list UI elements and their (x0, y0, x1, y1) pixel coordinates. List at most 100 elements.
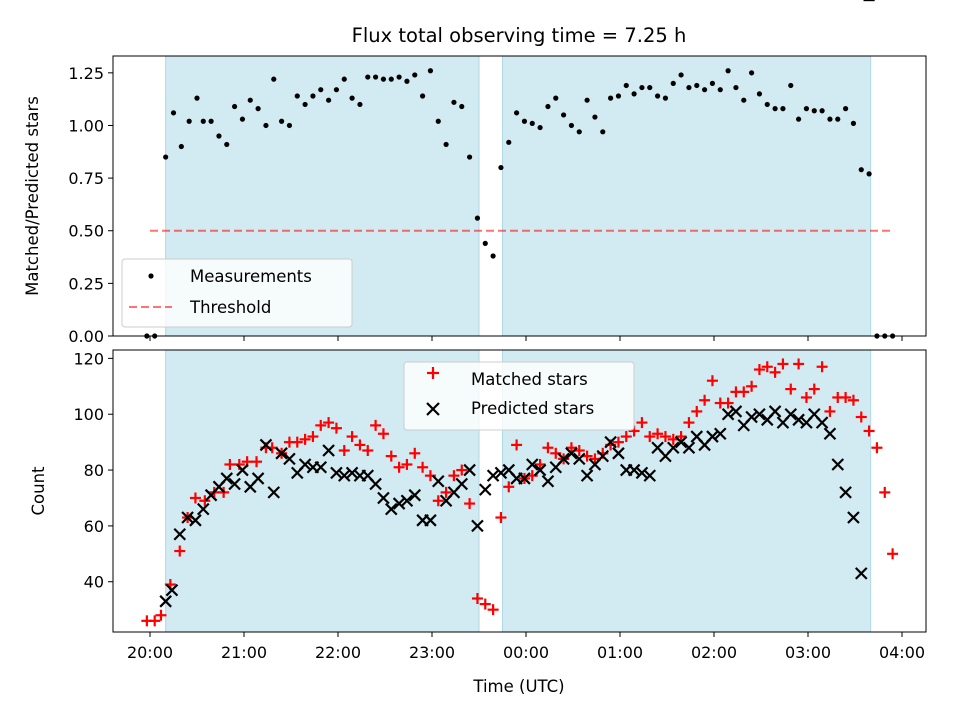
count-legend: Matched stars Predicted stars (403, 361, 635, 431)
predicted-point (471, 519, 484, 533)
matched-point (487, 604, 499, 616)
predicted-point (408, 488, 422, 502)
measurement-point (294, 93, 300, 99)
matched-point (738, 386, 750, 398)
measurement-point (796, 116, 802, 122)
measurement-point (561, 112, 567, 118)
matched-point (753, 364, 765, 376)
predicted-point (627, 463, 641, 477)
measurement-point (388, 76, 394, 82)
x-tick-label: 01:00 (597, 643, 643, 662)
measurement-point (764, 101, 770, 108)
predicted-point (369, 477, 382, 491)
matched-point (149, 615, 161, 627)
measurement-point (404, 78, 410, 84)
matched-point (385, 450, 397, 462)
measurement-point (584, 97, 590, 103)
matched-point (370, 419, 382, 431)
predicted-point (337, 469, 351, 482)
measurement-point (702, 87, 708, 93)
predicted-point (165, 583, 179, 597)
matched-point (189, 492, 201, 504)
legend-threshold-label: Threshold (189, 298, 271, 317)
count-x-ticks: 20:00 21:00 22:00 23:00 00:00 01:00 02:00 03:00… (127, 632, 925, 662)
measurement-point (843, 106, 849, 112)
y-tick-label: 1.00 (68, 116, 104, 135)
measurement-point (788, 82, 794, 89)
measurement-point (835, 116, 841, 122)
predicted-point (518, 472, 531, 485)
predicted-point (784, 407, 798, 421)
x-tick-label: 03:00 (785, 643, 831, 662)
matched-point (612, 436, 624, 448)
predicted-point (815, 416, 829, 429)
measurement-point (639, 84, 645, 91)
predicted-point (753, 407, 766, 421)
matched-point (691, 405, 703, 417)
predicted-point (431, 474, 445, 488)
measurement-point (341, 76, 347, 82)
legend-measurements-label: Measurements (190, 267, 312, 286)
predicted-point (345, 466, 359, 480)
y-tick-label: 0.00 (68, 327, 104, 346)
matched-point (816, 361, 828, 373)
predicted-point (706, 430, 719, 443)
legend-matched-marker (427, 367, 439, 379)
measurement-point (163, 154, 169, 160)
measurement-point (529, 120, 535, 126)
measurement-point (819, 108, 825, 114)
measurement-point (576, 129, 582, 135)
ratio-y-ticks: 0.00 0.25 0.50 0.75 1.00 1.25 (68, 64, 113, 346)
matched-point (722, 397, 734, 409)
matched-point (855, 411, 867, 423)
matched-point (746, 380, 758, 392)
matched-point (323, 417, 335, 429)
matched-point (785, 383, 797, 395)
y-tick-label: 80 (84, 461, 104, 480)
predicted-point (682, 441, 696, 455)
measurement-point (537, 124, 543, 131)
measurement-point (427, 68, 434, 74)
predicted-point (259, 438, 273, 452)
predicted-point (565, 447, 578, 460)
measurement-point (498, 164, 504, 171)
predicted-point (635, 466, 649, 480)
matched-point (155, 609, 167, 621)
matched-point (448, 470, 460, 482)
measurement-point (694, 82, 700, 89)
measurement-point (780, 106, 786, 112)
predicted-point (839, 486, 852, 499)
predicted-point (486, 469, 500, 482)
measurement-point (333, 87, 340, 93)
predicted-stars-points (159, 0, 875, 608)
measurement-point (373, 74, 379, 80)
matched-point (675, 431, 687, 443)
observing-window-1 (502, 55, 872, 337)
measurement-point (380, 76, 387, 82)
measurement-point (686, 84, 692, 91)
predicted-point (251, 472, 265, 485)
measurement-point (451, 99, 457, 105)
measurement-point (435, 118, 441, 124)
x-tick-label: 00:00 (503, 643, 549, 662)
matched-point (456, 464, 468, 476)
measurement-point (749, 70, 755, 76)
legend-predicted-marker (426, 402, 440, 416)
measurement-point (662, 95, 669, 101)
matched-point (769, 366, 781, 378)
chart-title: Flux total observing time = 7.25 h (352, 24, 687, 47)
predicted-point (314, 460, 328, 474)
x-tick-label: 23:00 (409, 643, 455, 662)
matched-point (636, 417, 648, 429)
matched-point (307, 431, 319, 443)
matched-point (495, 512, 507, 524)
matched-point (199, 495, 211, 507)
matched-point (800, 391, 812, 403)
predicted-point (792, 413, 805, 427)
legend-predicted-label: Predicted stars (471, 399, 594, 418)
predicted-point (455, 477, 469, 491)
count-y-axis-label: Count (29, 466, 48, 516)
measurement-point (474, 215, 481, 221)
predicted-point (823, 427, 837, 441)
